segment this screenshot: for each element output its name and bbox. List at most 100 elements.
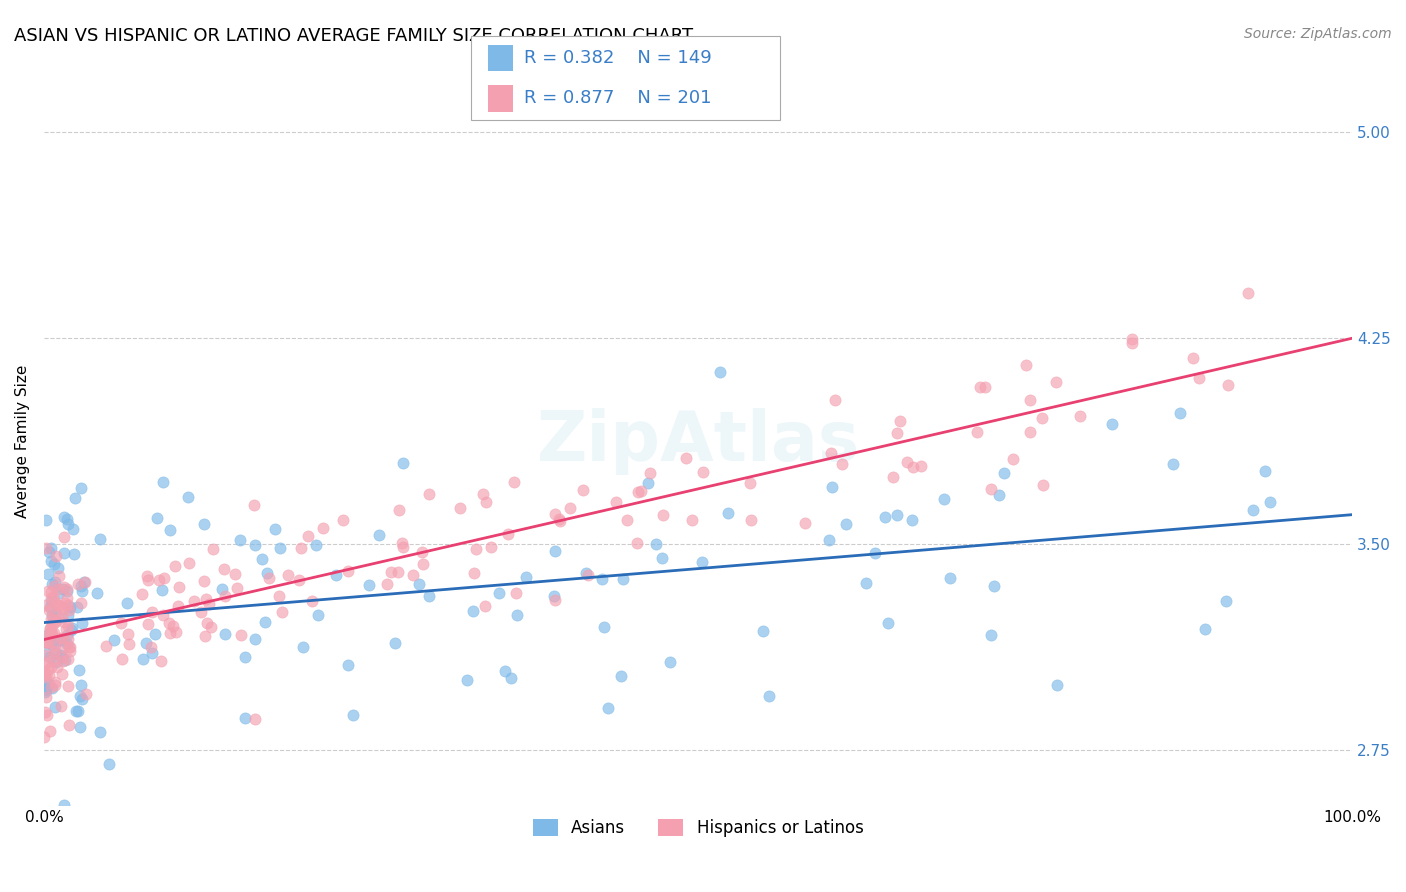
Point bbox=[39, 554, 62, 568]
Point bbox=[42, 615, 65, 630]
Point bbox=[41, 608, 63, 623]
Point bbox=[651, 551, 673, 566]
Point bbox=[758, 690, 780, 704]
Point bbox=[384, 636, 406, 650]
Point bbox=[65, 704, 87, 718]
Point bbox=[44, 654, 66, 668]
Point bbox=[42, 625, 65, 640]
Point bbox=[411, 545, 433, 559]
Point bbox=[380, 565, 402, 579]
Point bbox=[44, 574, 66, 589]
Point bbox=[56, 637, 79, 651]
Point bbox=[38, 621, 60, 635]
Point bbox=[1032, 478, 1054, 492]
Point bbox=[627, 485, 650, 500]
Point bbox=[506, 607, 529, 622]
Point bbox=[39, 601, 62, 615]
Point bbox=[277, 568, 299, 582]
Point bbox=[548, 512, 571, 526]
Point bbox=[34, 645, 56, 659]
Point bbox=[46, 611, 69, 625]
Point bbox=[198, 597, 221, 611]
Point bbox=[820, 446, 842, 460]
Point bbox=[193, 516, 215, 531]
Point bbox=[1019, 392, 1042, 407]
Point bbox=[304, 537, 326, 551]
Point bbox=[1168, 406, 1191, 420]
Point bbox=[39, 723, 62, 738]
Point bbox=[882, 470, 904, 484]
Point bbox=[250, 551, 273, 566]
Point bbox=[214, 589, 236, 603]
Point bbox=[418, 590, 440, 604]
Point bbox=[1194, 622, 1216, 636]
Point bbox=[56, 598, 79, 612]
Point bbox=[44, 678, 66, 692]
Point bbox=[165, 625, 187, 640]
Point bbox=[1216, 378, 1239, 392]
Point bbox=[39, 612, 62, 626]
Point bbox=[910, 459, 932, 474]
Point bbox=[66, 705, 89, 719]
Point bbox=[34, 598, 56, 612]
Point bbox=[51, 649, 73, 664]
Point bbox=[889, 414, 911, 428]
Point bbox=[141, 646, 163, 660]
Point bbox=[55, 622, 77, 636]
Point bbox=[675, 451, 697, 466]
Point bbox=[243, 712, 266, 726]
Point bbox=[901, 460, 924, 475]
Point bbox=[337, 565, 360, 579]
Point bbox=[1045, 375, 1067, 389]
Point bbox=[412, 558, 434, 572]
Point bbox=[111, 652, 134, 666]
Point bbox=[34, 657, 56, 671]
Point bbox=[56, 608, 79, 623]
Point bbox=[1046, 677, 1069, 691]
Point bbox=[39, 594, 62, 608]
Point bbox=[835, 516, 858, 531]
Point bbox=[35, 629, 58, 643]
Point bbox=[1163, 457, 1185, 471]
Point bbox=[612, 572, 634, 586]
Point bbox=[53, 653, 76, 667]
Point bbox=[387, 565, 409, 579]
Point bbox=[69, 678, 91, 692]
Point bbox=[162, 619, 184, 633]
Point bbox=[740, 513, 762, 527]
Point bbox=[46, 598, 69, 612]
Point bbox=[103, 633, 125, 648]
Point bbox=[63, 547, 86, 561]
Point bbox=[97, 756, 120, 771]
Point bbox=[152, 608, 174, 623]
Point bbox=[51, 610, 73, 624]
Point bbox=[56, 583, 79, 598]
Point bbox=[235, 711, 257, 725]
Point bbox=[59, 599, 82, 614]
Point bbox=[51, 666, 73, 681]
Point bbox=[474, 599, 496, 614]
Text: ASIAN VS HISPANIC OR LATINO AVERAGE FAMILY SIZE CORRELATION CHART: ASIAN VS HISPANIC OR LATINO AVERAGE FAMI… bbox=[14, 27, 693, 45]
Point bbox=[37, 628, 59, 642]
Point bbox=[52, 530, 75, 544]
Point bbox=[152, 475, 174, 490]
Point bbox=[44, 638, 66, 652]
Point bbox=[243, 498, 266, 512]
Point bbox=[1002, 452, 1025, 467]
Point bbox=[44, 674, 66, 689]
Point bbox=[200, 620, 222, 634]
Point bbox=[32, 648, 55, 663]
Point bbox=[463, 566, 485, 580]
Point bbox=[463, 603, 485, 617]
Point bbox=[288, 573, 311, 587]
Point bbox=[51, 650, 73, 665]
Point bbox=[980, 628, 1002, 642]
Point bbox=[194, 629, 217, 643]
Point bbox=[42, 558, 65, 572]
Point bbox=[39, 541, 62, 555]
Point bbox=[69, 689, 91, 703]
Point bbox=[38, 622, 60, 636]
Point bbox=[35, 667, 58, 681]
Point bbox=[896, 455, 918, 469]
Point bbox=[163, 559, 186, 574]
